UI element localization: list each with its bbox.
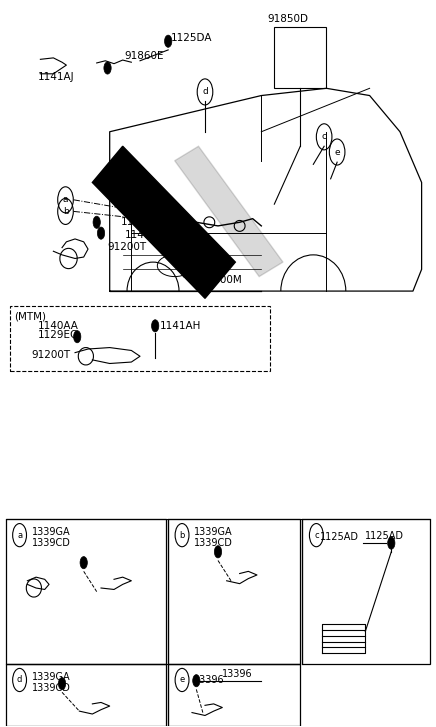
- Text: 1125DA: 1125DA: [170, 33, 212, 43]
- Text: 1140AA: 1140AA: [38, 321, 79, 331]
- Text: b: b: [179, 531, 185, 539]
- Bar: [6, 664, 166, 726]
- Text: 13396: 13396: [222, 669, 253, 678]
- Text: 91200T: 91200T: [108, 242, 146, 252]
- Text: 1339GA: 1339GA: [32, 527, 70, 537]
- Text: d: d: [202, 87, 208, 97]
- Text: (MTM): (MTM): [14, 311, 46, 321]
- Text: 1141AH: 1141AH: [125, 230, 166, 240]
- Text: 1125AD: 1125AD: [320, 532, 359, 542]
- Text: c: c: [322, 132, 327, 141]
- Circle shape: [152, 320, 159, 332]
- Text: 1141AJ: 1141AJ: [38, 72, 75, 81]
- Text: 91860E: 91860E: [125, 51, 164, 61]
- Text: d: d: [17, 675, 22, 685]
- Polygon shape: [175, 146, 283, 276]
- Polygon shape: [92, 146, 235, 298]
- Circle shape: [97, 227, 105, 239]
- Bar: [274, 27, 326, 88]
- Text: b: b: [63, 207, 68, 216]
- Text: 1339GA: 1339GA: [32, 672, 70, 682]
- Bar: [168, 519, 300, 664]
- Text: e: e: [334, 148, 340, 156]
- Circle shape: [193, 675, 200, 687]
- Text: 1339GA: 1339GA: [194, 527, 233, 537]
- Text: 1339CD: 1339CD: [32, 683, 71, 693]
- Circle shape: [58, 678, 66, 690]
- Circle shape: [93, 216, 100, 228]
- Circle shape: [215, 546, 221, 558]
- Bar: [303, 519, 430, 664]
- Circle shape: [104, 62, 111, 74]
- Text: 91200T: 91200T: [32, 350, 71, 360]
- Text: 1125AD: 1125AD: [365, 531, 404, 541]
- Text: 1339CD: 1339CD: [32, 538, 71, 548]
- Circle shape: [164, 35, 172, 47]
- Text: 91200M: 91200M: [201, 276, 242, 285]
- Circle shape: [74, 331, 81, 343]
- Text: 1141AH: 1141AH: [160, 321, 201, 331]
- Text: 91850D: 91850D: [268, 15, 309, 25]
- Text: e: e: [180, 675, 185, 685]
- Bar: [168, 664, 300, 726]
- Text: 1129EC: 1129EC: [120, 217, 161, 228]
- Circle shape: [388, 537, 395, 549]
- Circle shape: [80, 557, 87, 569]
- Text: 13396: 13396: [194, 675, 225, 685]
- Text: 1339CD: 1339CD: [194, 538, 233, 548]
- Text: c: c: [314, 531, 319, 539]
- Bar: [6, 519, 166, 664]
- Text: a: a: [17, 531, 22, 539]
- Text: a: a: [63, 196, 68, 204]
- Text: 1129EC: 1129EC: [38, 330, 78, 340]
